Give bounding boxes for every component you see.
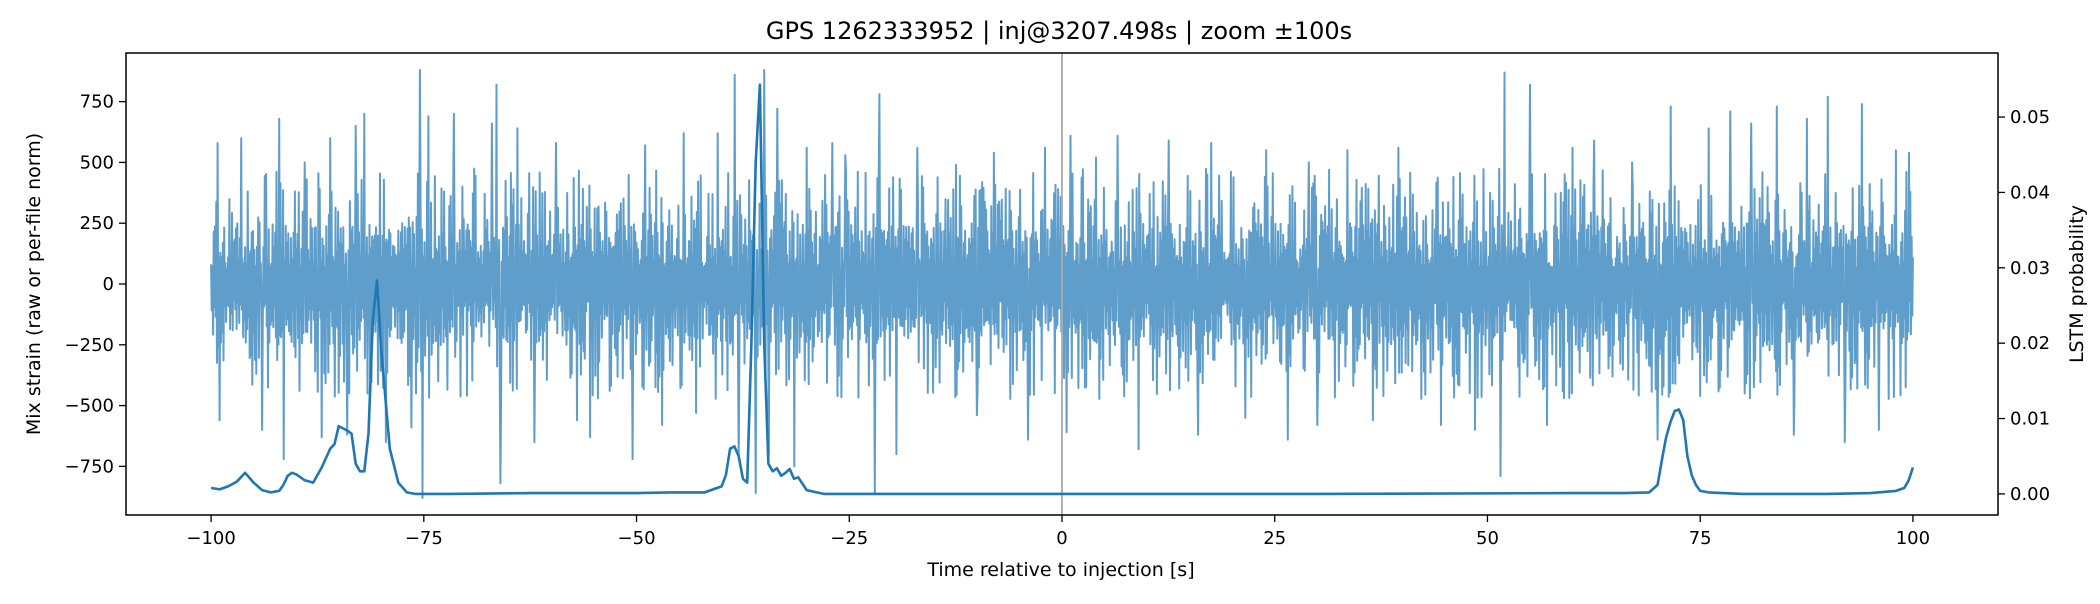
y-left-tick-label: 250 xyxy=(80,213,114,234)
y-left-tick-label: 500 xyxy=(80,152,114,173)
y-right-tick-label: 0.05 xyxy=(2010,107,2050,128)
x-tick-label: −25 xyxy=(830,528,868,549)
y-left-tick-label: −500 xyxy=(65,396,114,417)
chart-title: GPS 1262333952 | inj@3207.498s | zoom ±1… xyxy=(766,17,1352,45)
x-tick-label: 75 xyxy=(1689,528,1712,549)
x-tick-label: −100 xyxy=(186,528,235,549)
y-axis-left-label: Mix strain (raw or per-file norm) xyxy=(23,133,45,435)
y-left-tick-label: −750 xyxy=(65,456,114,477)
x-axis-label: Time relative to injection [s] xyxy=(926,559,1194,581)
x-tick-label: −50 xyxy=(618,528,656,549)
y-left-tick-label: 750 xyxy=(80,92,114,113)
probability-series xyxy=(210,83,1915,496)
y-right-tick-label: 0.01 xyxy=(2010,409,2050,430)
y-left-tick-label: 0 xyxy=(103,274,114,295)
y-left-tick-label: −250 xyxy=(65,335,114,356)
y-right-tick-label: 0.00 xyxy=(2010,484,2050,505)
x-tick-label: 100 xyxy=(1896,528,1930,549)
y-right-tick-label: 0.04 xyxy=(2010,182,2050,203)
y-axis-right: 0.00 0.01 0.02 0.03 0.04 0.05 xyxy=(1998,107,2050,505)
y-axis-left: −750 −500 −250 0 250 500 750 xyxy=(65,92,126,477)
y-right-tick-label: 0.03 xyxy=(2010,258,2050,279)
x-axis: −100 −75 −50 −25 0 25 50 75 100 xyxy=(186,515,1930,549)
x-tick-label: −75 xyxy=(405,528,443,549)
y-right-tick-label: 0.02 xyxy=(2010,333,2050,354)
probability-line-0 xyxy=(210,83,1915,496)
x-tick-label: 25 xyxy=(1263,528,1286,549)
y-axis-right-label: LSTM probability xyxy=(2066,205,2088,363)
x-tick-label: 50 xyxy=(1476,528,1499,549)
x-tick-label: 0 xyxy=(1056,528,1067,549)
